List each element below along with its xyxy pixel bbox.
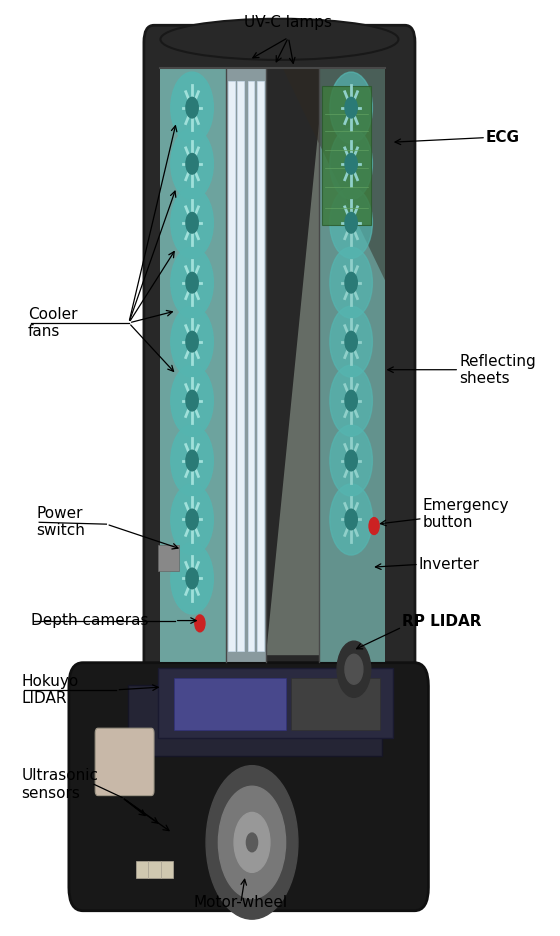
Circle shape bbox=[345, 272, 357, 293]
Bar bbox=[148, 861, 161, 878]
Circle shape bbox=[330, 247, 372, 318]
Circle shape bbox=[330, 484, 372, 555]
Circle shape bbox=[337, 641, 371, 697]
Circle shape bbox=[218, 786, 286, 899]
Circle shape bbox=[171, 306, 213, 377]
Bar bbox=[257, 81, 264, 651]
Text: Inverter: Inverter bbox=[419, 557, 480, 572]
Bar bbox=[158, 545, 179, 571]
Circle shape bbox=[345, 654, 363, 684]
Circle shape bbox=[171, 187, 213, 258]
Circle shape bbox=[186, 450, 198, 471]
Circle shape bbox=[171, 484, 213, 555]
Circle shape bbox=[330, 72, 372, 143]
Circle shape bbox=[186, 568, 198, 589]
Bar bbox=[160, 68, 226, 662]
Circle shape bbox=[171, 128, 213, 199]
Circle shape bbox=[369, 518, 379, 534]
Circle shape bbox=[330, 128, 372, 199]
Circle shape bbox=[330, 425, 372, 496]
Circle shape bbox=[330, 365, 372, 436]
Circle shape bbox=[345, 450, 357, 471]
Bar bbox=[128, 685, 382, 756]
Circle shape bbox=[345, 212, 357, 233]
Text: Cooler
fans: Cooler fans bbox=[28, 307, 77, 339]
Text: Emergency
button: Emergency button bbox=[423, 498, 509, 530]
Circle shape bbox=[171, 72, 213, 143]
Circle shape bbox=[171, 247, 213, 318]
Circle shape bbox=[206, 766, 298, 919]
Circle shape bbox=[171, 543, 213, 614]
Bar bbox=[136, 861, 148, 878]
FancyBboxPatch shape bbox=[95, 728, 154, 796]
Text: Reflecting
sheets: Reflecting sheets bbox=[459, 354, 536, 386]
Circle shape bbox=[330, 187, 372, 258]
Circle shape bbox=[345, 154, 357, 174]
Circle shape bbox=[186, 272, 198, 293]
Bar bbox=[291, 678, 380, 730]
Bar bbox=[158, 668, 393, 738]
Bar bbox=[174, 678, 286, 730]
Circle shape bbox=[186, 390, 198, 411]
FancyBboxPatch shape bbox=[69, 663, 428, 911]
Bar bbox=[237, 81, 244, 651]
Text: Power
switch: Power switch bbox=[36, 506, 85, 538]
FancyBboxPatch shape bbox=[144, 25, 415, 688]
Circle shape bbox=[345, 390, 357, 411]
Bar bbox=[248, 81, 254, 651]
Circle shape bbox=[345, 509, 357, 530]
Text: ECG: ECG bbox=[486, 130, 520, 145]
Bar bbox=[161, 861, 173, 878]
Bar bbox=[319, 68, 385, 662]
Circle shape bbox=[171, 365, 213, 436]
Bar bbox=[322, 86, 371, 225]
Circle shape bbox=[186, 97, 198, 118]
Polygon shape bbox=[266, 122, 319, 655]
Circle shape bbox=[186, 212, 198, 233]
Text: Motor-wheel: Motor-wheel bbox=[194, 895, 288, 910]
Circle shape bbox=[186, 509, 198, 530]
Circle shape bbox=[246, 833, 258, 852]
Bar bbox=[228, 81, 235, 651]
Text: Ultrasonic
sensors: Ultrasonic sensors bbox=[21, 768, 99, 800]
Ellipse shape bbox=[160, 19, 399, 60]
Circle shape bbox=[234, 812, 270, 872]
Bar bbox=[226, 68, 266, 662]
Circle shape bbox=[186, 154, 198, 174]
Circle shape bbox=[186, 331, 198, 352]
Circle shape bbox=[171, 425, 213, 496]
Text: Depth cameras: Depth cameras bbox=[31, 613, 148, 628]
Circle shape bbox=[345, 331, 357, 352]
Text: Hokuyo
LIDAR: Hokuyo LIDAR bbox=[21, 674, 78, 706]
Circle shape bbox=[195, 615, 205, 632]
Text: RP LIDAR: RP LIDAR bbox=[402, 614, 482, 629]
Circle shape bbox=[330, 306, 372, 377]
Circle shape bbox=[345, 97, 357, 118]
Text: UV-C lamps: UV-C lamps bbox=[244, 15, 333, 30]
Polygon shape bbox=[283, 68, 385, 281]
